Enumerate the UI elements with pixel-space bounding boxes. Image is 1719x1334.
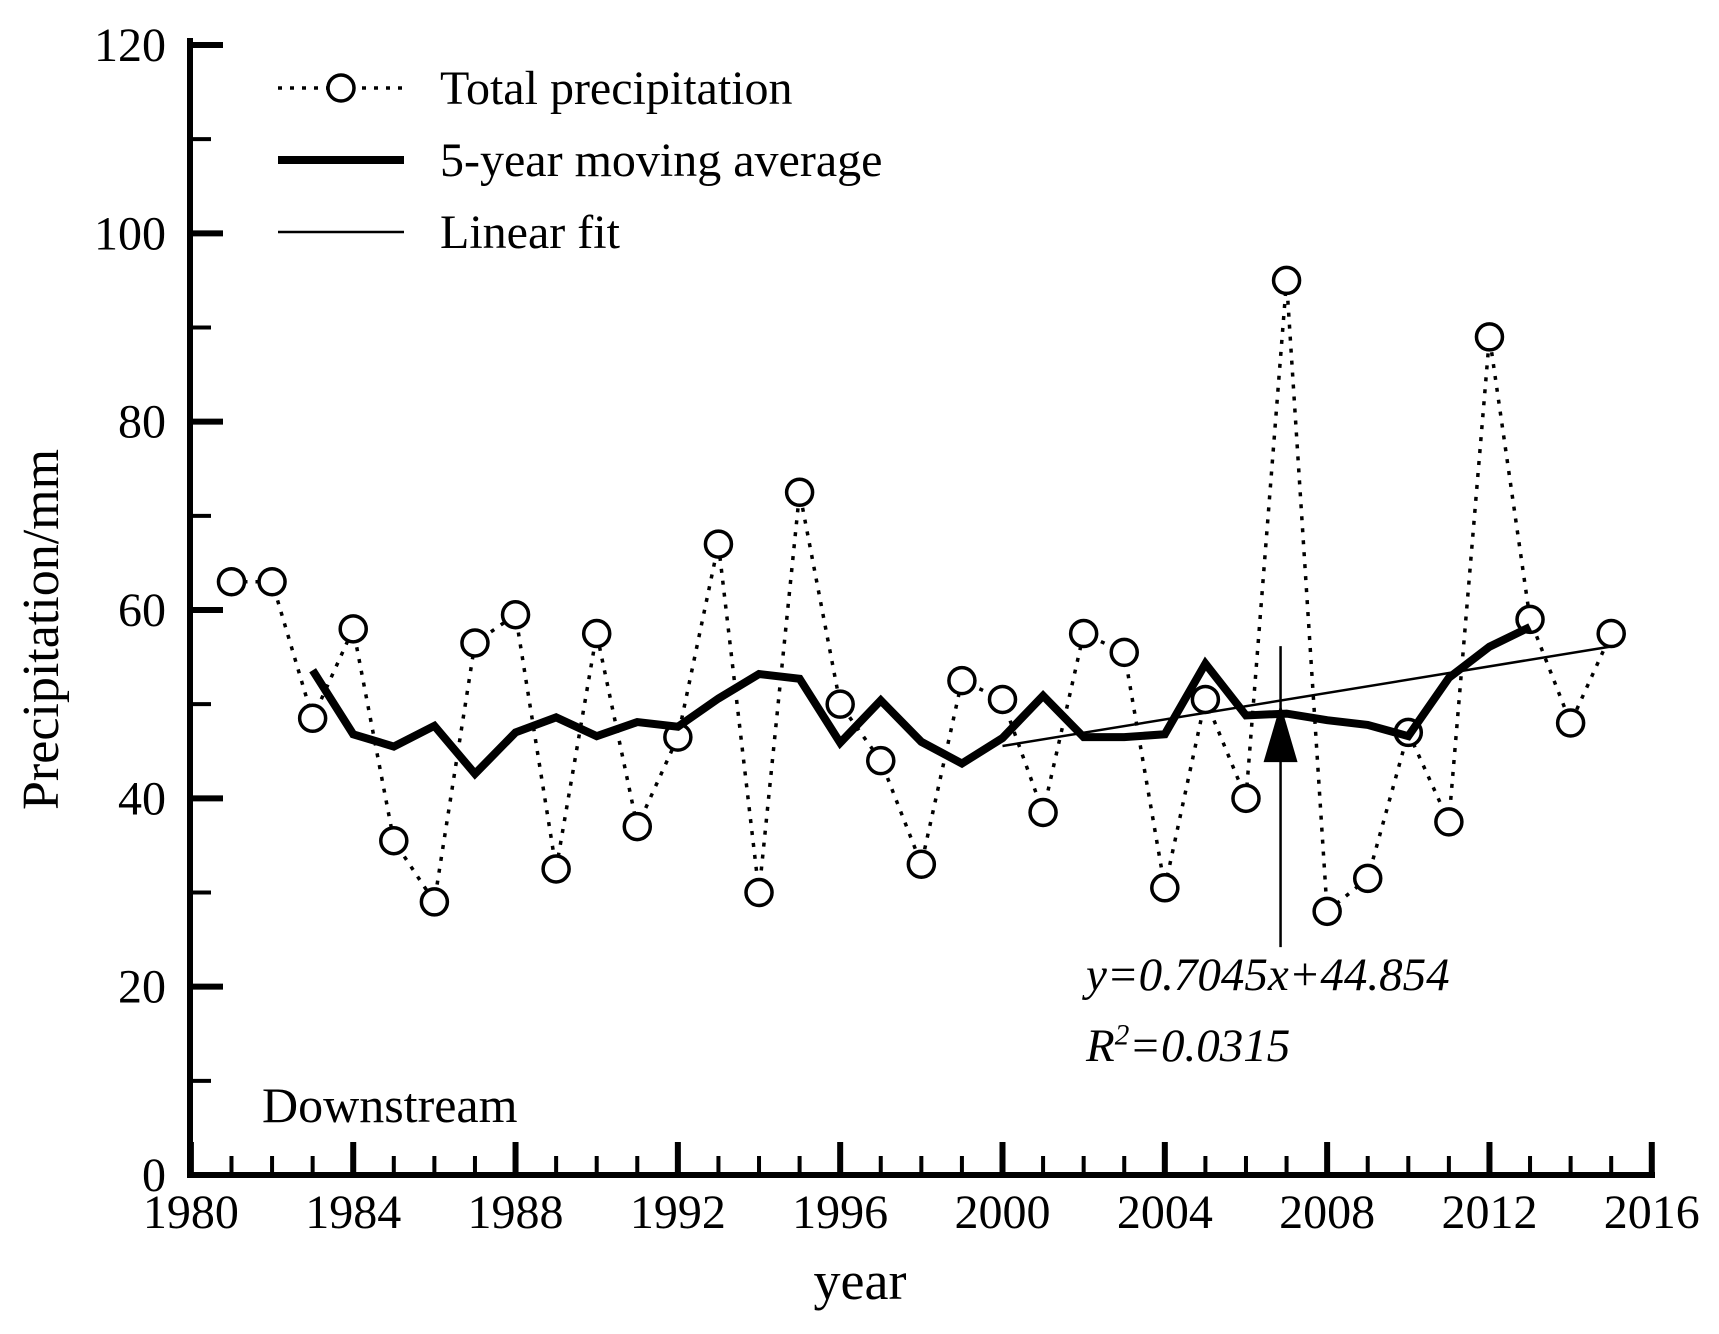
total-precipitation-marker	[1231, 783, 1261, 814]
y-tick-label: 40	[118, 772, 166, 825]
total-precipitation-marker	[541, 854, 571, 884]
total-precipitation-marker	[1555, 708, 1586, 738]
x-tick-label: 1988	[468, 1186, 564, 1239]
linear-fit-swatch-icon	[278, 230, 404, 234]
total-precipitation-marker	[622, 811, 653, 842]
fit-r-squared: R2=0.0315	[1086, 1019, 1291, 1073]
legend-item-moving-average: 5-year moving average	[256, 124, 882, 196]
total-precipitation-marker	[906, 849, 937, 879]
total-precipitation-marker	[297, 703, 328, 734]
x-tick-label: 1980	[143, 1186, 239, 1239]
total-precipitation-marker	[866, 745, 896, 776]
total-precipitation-marker	[1596, 618, 1626, 649]
total-precipitation-marker	[1109, 637, 1139, 668]
x-tick-label: 2012	[1441, 1186, 1537, 1239]
x-tick-label: 1992	[630, 1186, 726, 1239]
x-tick-label: 2000	[955, 1186, 1051, 1239]
total-precipitation-marker	[581, 618, 612, 649]
legend-item-total-precipitation: Total precipitation	[256, 52, 882, 124]
total-precipitation-marker	[1150, 873, 1180, 903]
y-tick-label: 100	[94, 207, 166, 260]
total-precipitation-marker	[784, 477, 815, 508]
moving-average-line	[309, 623, 1532, 780]
legend-item-linear-fit: Linear fit	[256, 196, 882, 268]
total-precipitation-marker	[1271, 265, 1302, 296]
y-tick-label: 60	[118, 584, 166, 637]
fit-equation: y=0.7045x+44.854	[1086, 949, 1450, 1001]
total-precipitation-marker	[1028, 797, 1058, 828]
total-precipitation-marker	[947, 665, 977, 696]
fit-annotation: y=0.7045x+44.854 R2=0.0315	[1086, 940, 1450, 1083]
total-precipitation-marker	[1190, 684, 1221, 715]
total-precipitation-marker	[987, 684, 1018, 715]
total-precipitation-marker	[1434, 807, 1464, 837]
y-tick-label: 20	[118, 961, 166, 1014]
total-precipitation-marker	[460, 628, 490, 658]
total-precipitation-marker	[216, 566, 247, 597]
linear-fit-line	[1002, 645, 1612, 748]
total-precipitation-marker	[1068, 618, 1099, 649]
y-tick-label: 0	[142, 1149, 166, 1202]
total-precipitation-marker	[744, 877, 774, 908]
total-precipitation-line	[231, 280, 1613, 915]
x-tick-label: 2008	[1279, 1186, 1375, 1239]
legend-label-moving-average: 5-year moving average	[440, 133, 883, 187]
total-precipitation-marker	[1352, 863, 1383, 894]
total-precipitation-marker	[500, 599, 531, 630]
legend-label-linear-fit: Linear fit	[440, 205, 620, 259]
x-tick-label: 1996	[792, 1186, 888, 1239]
total-precipitation-marker	[703, 529, 734, 559]
legend-label-total-precipitation: Total precipitation	[440, 61, 793, 115]
total-precipitation-marker	[419, 887, 450, 917]
annotation-arrow-head	[1263, 704, 1298, 763]
total-precipitation-marker	[379, 825, 409, 856]
x-tick-label: 1984	[305, 1186, 401, 1239]
y-tick-label: 80	[118, 396, 166, 449]
total-precipitation-marker	[1474, 322, 1505, 352]
x-axis-title: year	[813, 1251, 907, 1311]
x-tick-label: 2016	[1604, 1186, 1700, 1239]
total-precipitation-marker	[257, 566, 287, 597]
total-precipitation-marker	[338, 614, 368, 644]
legend: Total precipitation 5-year moving averag…	[256, 52, 882, 268]
region-label: Downstream	[262, 1077, 518, 1133]
total-precipitation-marker	[1312, 896, 1342, 927]
moving-average-swatch-icon	[278, 156, 404, 164]
x-tick-label: 2004	[1117, 1186, 1213, 1239]
total-precipitation-swatch-icon	[278, 73, 404, 103]
y-tick-label: 120	[94, 19, 166, 72]
total-precipitation-marker	[825, 689, 855, 719]
y-axis-title: Precipitation/mm	[13, 448, 70, 810]
